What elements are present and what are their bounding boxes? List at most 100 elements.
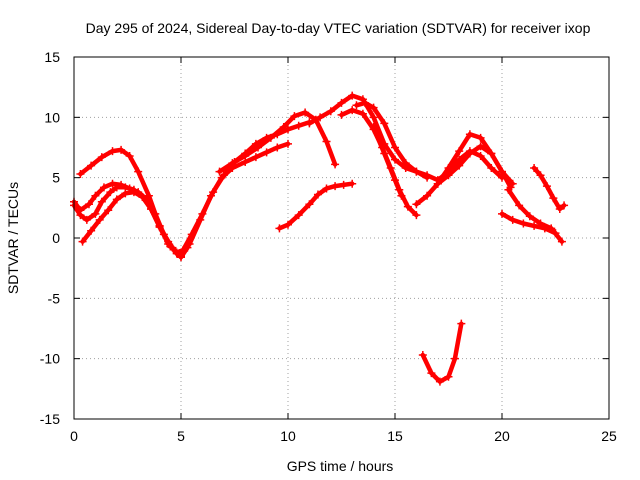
data-point-marker bbox=[450, 354, 459, 363]
data-point-marker bbox=[95, 215, 104, 224]
data-point-marker bbox=[254, 143, 263, 152]
y-tick-label: 15 bbox=[44, 49, 60, 65]
data-point-marker bbox=[294, 211, 303, 220]
series-line bbox=[499, 211, 558, 236]
data-point-marker bbox=[391, 143, 399, 152]
data-point-marker bbox=[125, 151, 134, 160]
series-line bbox=[277, 181, 355, 231]
data-point-marker bbox=[555, 205, 564, 214]
data-point-marker bbox=[290, 112, 299, 121]
data-point-marker bbox=[117, 145, 126, 154]
data-point-marker bbox=[525, 212, 534, 221]
data-point-marker bbox=[391, 176, 399, 185]
data-point-marker bbox=[560, 201, 569, 210]
data-point-marker bbox=[217, 173, 226, 182]
series-line bbox=[420, 321, 464, 384]
y-tick-label: -5 bbox=[48, 290, 61, 306]
x-tick-label: 5 bbox=[177, 428, 185, 444]
y-tick-label: 5 bbox=[52, 170, 60, 186]
data-point-marker bbox=[147, 205, 156, 214]
series-arc-11 bbox=[418, 319, 466, 386]
data-point-marker bbox=[465, 130, 474, 139]
data-point-marker bbox=[391, 155, 399, 164]
data-point-marker bbox=[84, 200, 93, 209]
data-point-marker bbox=[279, 122, 288, 131]
x-tick-label: 20 bbox=[494, 428, 510, 444]
series-arc-5 bbox=[215, 108, 340, 176]
y-tick-label: -15 bbox=[40, 411, 60, 427]
series-arc-14 bbox=[504, 185, 566, 246]
data-point-marker bbox=[508, 215, 517, 224]
data-point-marker bbox=[104, 206, 113, 215]
series-arc-9 bbox=[352, 98, 506, 185]
y-tick-label: -10 bbox=[40, 351, 60, 367]
data-point-marker bbox=[112, 195, 121, 204]
data-point-marker bbox=[549, 194, 558, 203]
data-point-marker bbox=[108, 147, 117, 156]
data-point-marker bbox=[215, 167, 224, 176]
data-point-marker bbox=[542, 182, 551, 191]
data-point-marker bbox=[177, 253, 185, 262]
data-point-marker bbox=[465, 149, 474, 158]
data-point-marker bbox=[275, 224, 284, 233]
data-point-marker bbox=[76, 170, 85, 179]
grid-layer bbox=[74, 57, 609, 419]
data-point-marker bbox=[435, 377, 444, 386]
data-point-marker bbox=[412, 200, 421, 209]
data-point-marker bbox=[369, 113, 378, 122]
x-tick-label: 0 bbox=[70, 428, 78, 444]
data-point-marker bbox=[305, 200, 314, 209]
data-point-marker bbox=[273, 143, 282, 152]
data-point-marker bbox=[433, 179, 442, 188]
data-point-marker bbox=[339, 180, 348, 189]
data-point-marker bbox=[322, 137, 331, 146]
data-point-marker bbox=[423, 191, 432, 200]
data-point-marker bbox=[301, 108, 310, 117]
series-line bbox=[80, 189, 179, 256]
data-point-marker bbox=[444, 372, 453, 381]
data-point-marker bbox=[326, 107, 335, 116]
data-point-marker bbox=[331, 182, 340, 191]
data-point-marker bbox=[444, 171, 453, 180]
y-tick-label: 10 bbox=[44, 109, 60, 125]
data-point-marker bbox=[476, 133, 485, 142]
data-point-marker bbox=[427, 369, 436, 378]
series-line bbox=[531, 165, 567, 212]
series-arc-4 bbox=[78, 188, 181, 258]
data-point-marker bbox=[498, 209, 506, 218]
data-point-marker bbox=[331, 160, 340, 169]
data-point-marker bbox=[504, 185, 513, 194]
data-point-marker bbox=[498, 167, 506, 176]
data-point-marker bbox=[348, 179, 357, 188]
series-arc-15 bbox=[530, 164, 569, 214]
data-point-marker bbox=[352, 101, 361, 110]
y-tick-label: 0 bbox=[52, 230, 60, 246]
data-point-marker bbox=[337, 110, 346, 119]
data-point-marker bbox=[266, 133, 275, 142]
data-point-marker bbox=[361, 98, 370, 107]
data-point-marker bbox=[412, 167, 421, 176]
data-point-marker bbox=[262, 148, 271, 157]
data-point-marker bbox=[97, 197, 106, 206]
data-point-marker bbox=[138, 192, 147, 201]
data-point-marker bbox=[121, 189, 130, 198]
series-arc-6 bbox=[275, 179, 357, 233]
x-axis-label: GPS time / hours bbox=[287, 458, 394, 474]
data-point-marker bbox=[403, 202, 412, 211]
data-point-marker bbox=[530, 164, 539, 173]
data-point-marker bbox=[78, 237, 87, 246]
data-point-marker bbox=[540, 224, 549, 233]
x-tick-label: 25 bbox=[601, 428, 617, 444]
data-point-marker bbox=[455, 147, 464, 156]
data-point-marker bbox=[418, 351, 427, 360]
series-arc-13 bbox=[433, 142, 515, 192]
data-point-marker bbox=[369, 103, 378, 112]
data-point-marker bbox=[241, 151, 250, 160]
x-tick-label: 15 bbox=[387, 428, 403, 444]
data-point-marker bbox=[530, 221, 539, 230]
data-point-marker bbox=[91, 209, 100, 218]
data-point-marker bbox=[457, 319, 466, 328]
series-line bbox=[435, 144, 513, 190]
data-point-marker bbox=[337, 98, 346, 107]
